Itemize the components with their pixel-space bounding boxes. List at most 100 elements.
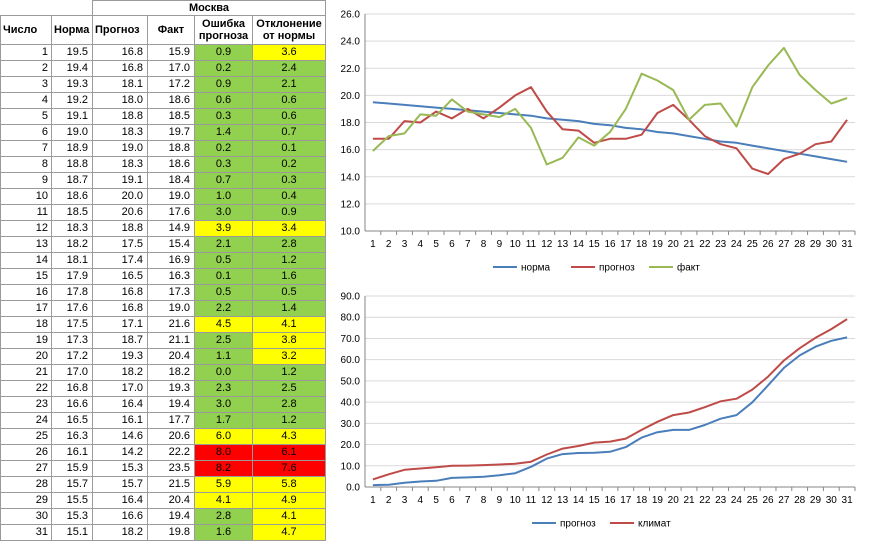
cell-forecast: 18.2 <box>92 524 148 541</box>
cell-forecast-error: 0.9 <box>194 76 253 93</box>
cell-forecast-error: 0.9 <box>194 44 253 61</box>
table-row: 13 18.2 17.5 15.4 2.1 2.8 <box>0 236 326 253</box>
cell-fact: 16.3 <box>147 268 195 285</box>
cell-norm: 18.7 <box>51 172 93 189</box>
cell-norm: 18.6 <box>51 188 93 205</box>
x-tick-label: 30 <box>826 495 838 506</box>
cell-forecast: 16.8 <box>92 60 148 77</box>
cell-norm: 19.0 <box>51 124 93 141</box>
cell-deviation: 0.7 <box>252 124 326 141</box>
table-row: 19 17.3 18.7 21.1 2.5 3.8 <box>0 332 326 349</box>
header-fact: Факт <box>147 15 195 45</box>
cell-deviation: 4.1 <box>252 508 326 525</box>
cell-norm: 17.8 <box>51 284 93 301</box>
header-forecast: Прогноз <box>92 15 148 45</box>
cell-forecast: 16.8 <box>92 300 148 317</box>
cell-day: 12 <box>0 220 52 237</box>
x-tick-label: 28 <box>794 495 806 506</box>
x-tick-label: 26 <box>763 495 775 506</box>
y-tick-label: 22.0 <box>341 64 361 75</box>
cell-forecast: 18.3 <box>92 124 148 141</box>
cell-forecast: 20.0 <box>92 188 148 205</box>
series-line-1 <box>372 86 848 175</box>
table-row: 8 18.8 18.3 18.6 0.3 0.2 <box>0 156 326 173</box>
cell-day: 30 <box>0 508 52 525</box>
x-tick-label: 3 <box>402 495 408 506</box>
x-tick-label: 2 <box>386 239 392 250</box>
cell-deviation: 2.4 <box>252 60 326 77</box>
cell-forecast: 16.8 <box>92 284 148 301</box>
table-title: Москва <box>92 0 326 16</box>
cell-norm: 15.7 <box>51 476 93 493</box>
x-tick-label: 3 <box>402 239 408 250</box>
cell-deviation: 2.8 <box>252 236 326 253</box>
cell-forecast-error: 0.5 <box>194 252 253 269</box>
cell-fact: 16.9 <box>147 252 195 269</box>
cell-forecast-error: 0.3 <box>194 108 253 125</box>
cell-day: 20 <box>0 348 52 365</box>
x-tick-label: 13 <box>557 239 569 250</box>
x-tick-label: 23 <box>715 239 727 250</box>
x-tick-label: 5 <box>433 239 439 250</box>
y-tick-label: 60.0 <box>341 355 361 366</box>
cell-forecast-error: 0.5 <box>194 284 253 301</box>
cell-forecast-error: 3.0 <box>194 204 253 221</box>
cell-forecast-error: 4.5 <box>194 316 253 333</box>
cell-fact: 18.4 <box>147 172 195 189</box>
x-tick-label: 20 <box>668 239 680 250</box>
cell-fact: 19.8 <box>147 524 195 541</box>
series-line-2 <box>372 46 848 166</box>
x-tick-label: 8 <box>481 495 487 506</box>
table-row: 21 17.0 18.2 18.2 0.0 1.2 <box>0 364 326 381</box>
cell-forecast: 15.3 <box>92 460 148 477</box>
table-row: 11 18.5 20.6 17.6 3.0 0.9 <box>0 204 326 221</box>
cell-day: 13 <box>0 236 52 253</box>
y-tick-label: 10.0 <box>341 461 361 472</box>
cell-day: 18 <box>0 316 52 333</box>
table-row: 2 19.4 16.8 17.0 0.2 2.4 <box>0 60 326 77</box>
y-tick-label: 50.0 <box>341 376 361 387</box>
x-tick-label: 14 <box>573 239 585 250</box>
cell-forecast: 18.8 <box>92 220 148 237</box>
cell-deviation: 1.2 <box>252 412 326 429</box>
cell-fact: 17.7 <box>147 412 195 429</box>
cell-day: 31 <box>0 524 52 541</box>
cell-norm: 16.6 <box>51 396 93 413</box>
x-tick-label: 21 <box>683 239 695 250</box>
x-tick-label: 19 <box>652 495 664 506</box>
x-tick-label: 25 <box>747 239 759 250</box>
x-tick-label: 27 <box>778 495 790 506</box>
x-tick-label: 9 <box>497 495 503 506</box>
table-row: 10 18.6 20.0 19.0 1.0 0.4 <box>0 188 326 205</box>
cell-fact: 17.0 <box>147 60 195 77</box>
x-tick-label: 18 <box>636 239 648 250</box>
cell-forecast-error: 8.0 <box>194 444 253 461</box>
cell-day: 28 <box>0 476 52 493</box>
x-tick-label: 2 <box>386 495 392 506</box>
cell-fact: 18.5 <box>147 108 195 125</box>
x-tick-label: 1 <box>370 239 376 250</box>
cell-deviation: 0.6 <box>252 92 326 109</box>
y-tick-label: 80.0 <box>341 313 361 324</box>
cell-fact: 20.4 <box>147 348 195 365</box>
x-tick-label: 9 <box>497 239 503 250</box>
x-tick-label: 25 <box>747 495 759 506</box>
y-tick-label: 20.0 <box>341 440 361 451</box>
cell-day: 11 <box>0 204 52 221</box>
cell-day: 27 <box>0 460 52 477</box>
cell-forecast: 16.5 <box>92 268 148 285</box>
x-tick-label: 30 <box>826 239 838 250</box>
cell-norm: 19.2 <box>51 92 93 109</box>
legend-label: факт <box>677 262 700 274</box>
cell-day: 14 <box>0 252 52 269</box>
x-tick-label: 31 <box>842 495 854 506</box>
x-tick-label: 8 <box>481 239 487 250</box>
cell-forecast-error: 0.1 <box>194 268 253 285</box>
x-tick-label: 19 <box>652 239 664 250</box>
table-row: 15 17.9 16.5 16.3 0.1 1.6 <box>0 268 326 285</box>
cell-day: 6 <box>0 124 52 141</box>
cell-forecast-error: 0.2 <box>194 60 253 77</box>
table-row: 20 17.2 19.3 20.4 1.1 3.2 <box>0 348 326 365</box>
cell-norm: 18.8 <box>51 156 93 173</box>
cell-norm: 16.1 <box>51 444 93 461</box>
